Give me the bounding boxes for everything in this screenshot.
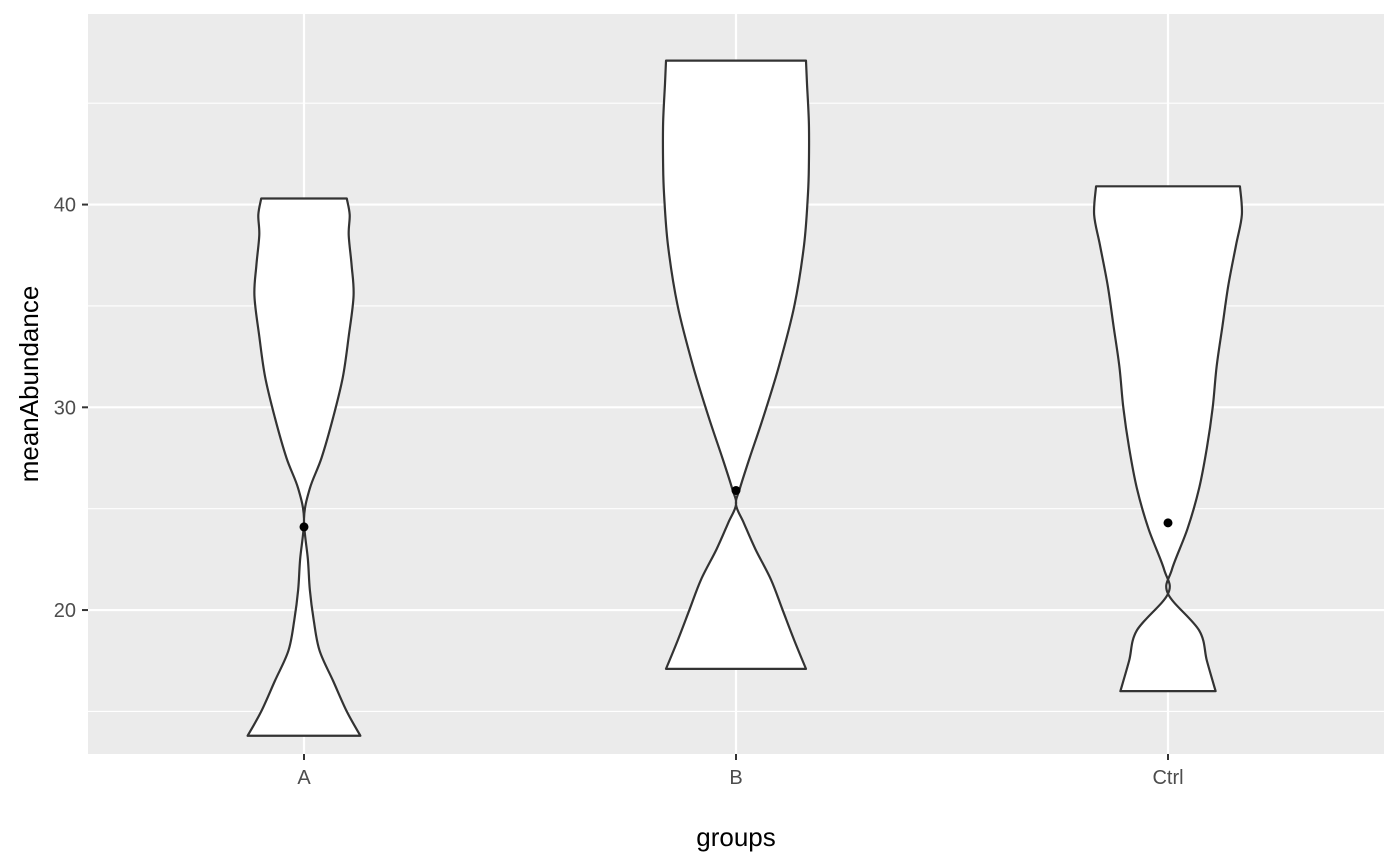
x-tick-label: A: [297, 767, 311, 789]
y-tick-label: 40: [54, 195, 76, 217]
violins: [246, 59, 1244, 737]
mean-point-a: [299, 522, 309, 532]
violin-a: [246, 197, 362, 737]
x-tick-label: B: [729, 767, 742, 789]
y-tick-label: 20: [54, 600, 76, 622]
x-tick-label: Ctrl: [1152, 767, 1183, 789]
y-axis: 20 30 40: [54, 195, 88, 622]
x-axis-title: groups: [696, 822, 776, 852]
x-axis: A B Ctrl: [297, 754, 1184, 789]
y-tick-label: 30: [54, 397, 76, 419]
violin-b: [661, 59, 811, 670]
violin-ctrl: [1092, 185, 1244, 693]
y-axis-title: meanAbundance: [14, 286, 44, 483]
mean-points: [299, 485, 1173, 532]
mean-point-b: [731, 485, 741, 495]
mean-point-ctrl: [1163, 518, 1173, 528]
